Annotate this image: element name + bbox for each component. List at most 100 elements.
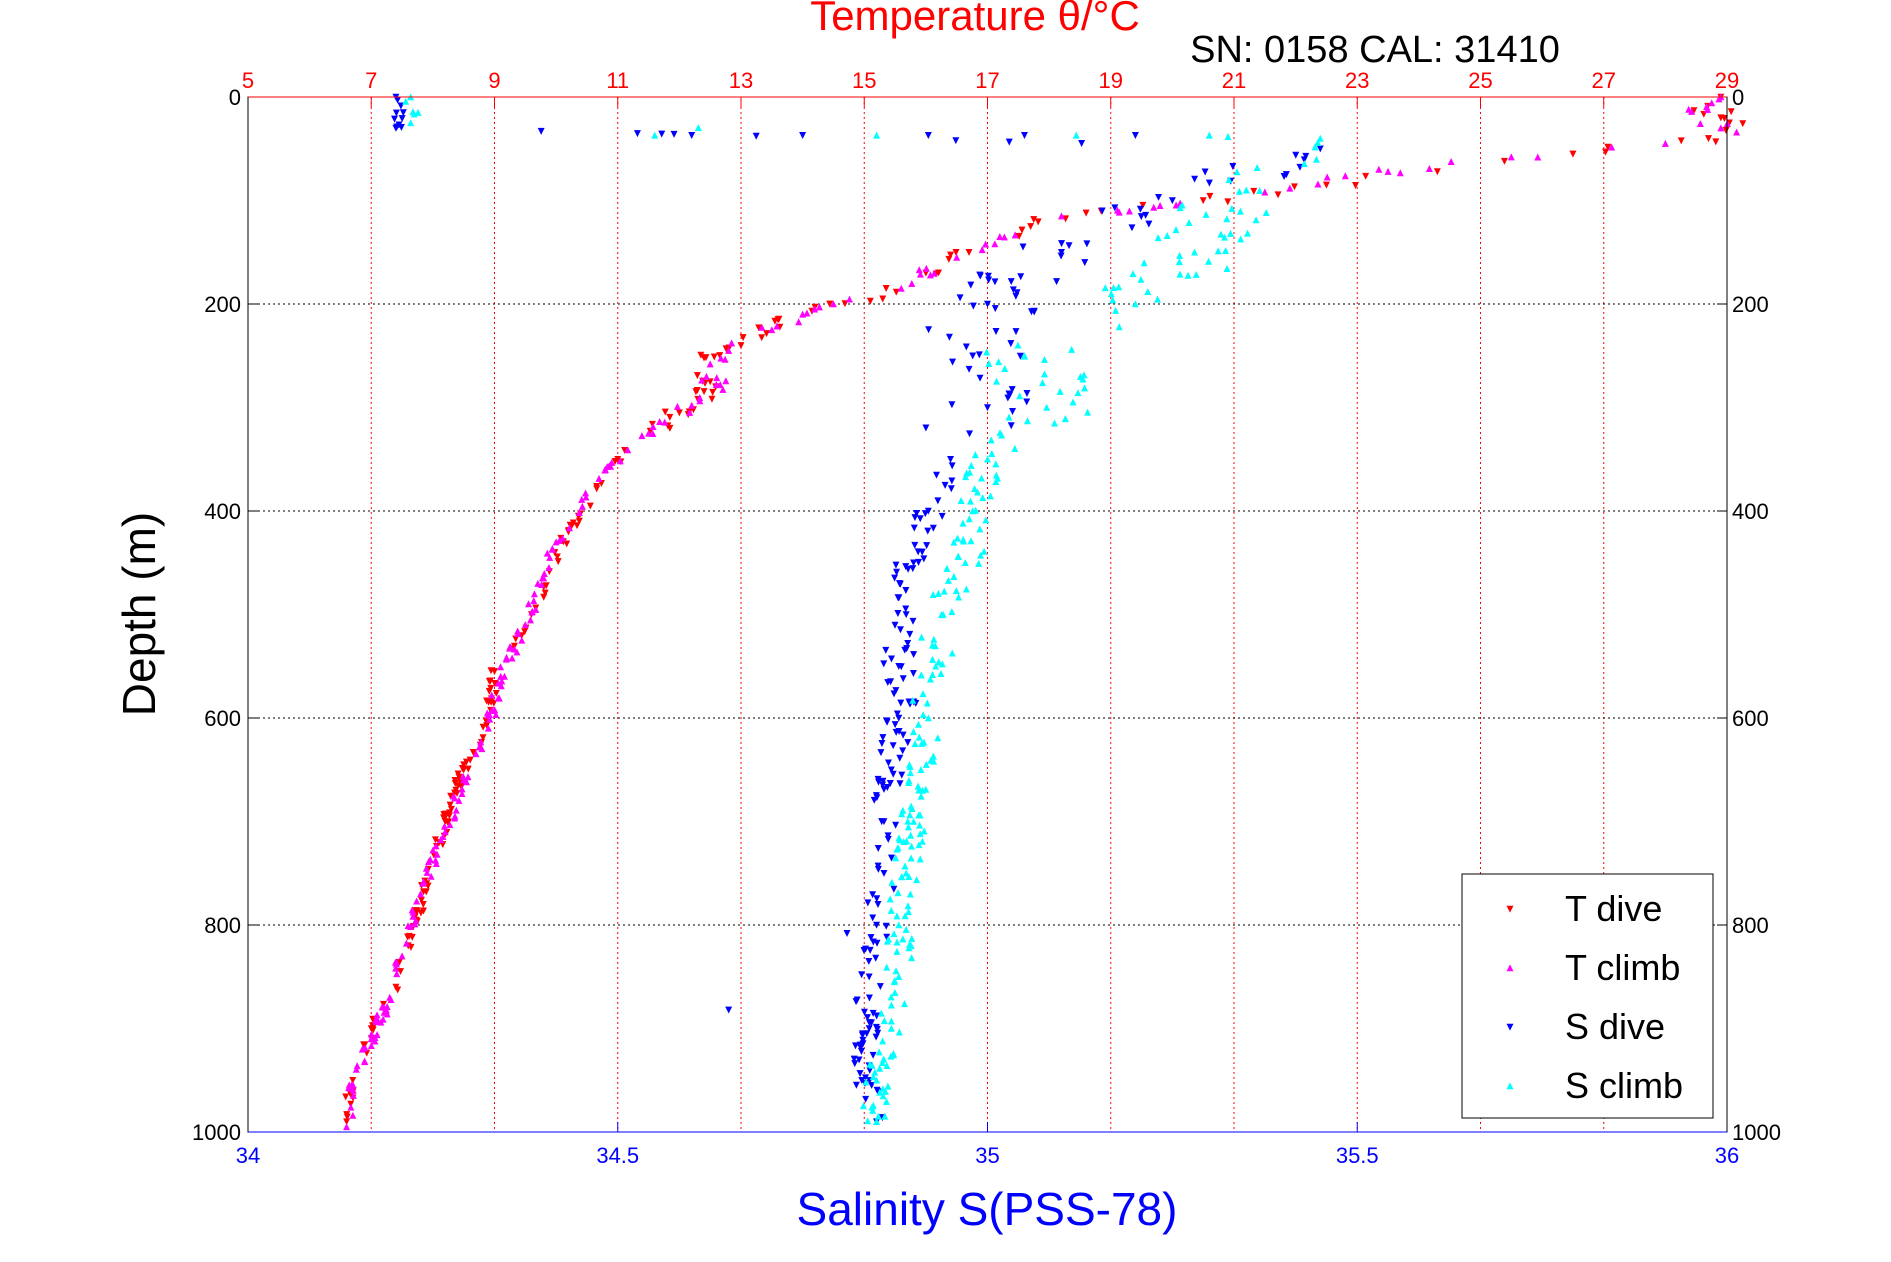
data-point (872, 1023, 880, 1031)
data-point (902, 925, 910, 933)
data-point (993, 377, 1001, 385)
data-point (922, 264, 930, 272)
data-point (1185, 219, 1193, 227)
data-point (904, 823, 912, 831)
data-point (616, 457, 624, 465)
data-point (904, 739, 912, 747)
data-point (934, 589, 942, 597)
data-point (1057, 248, 1065, 256)
data-point (1150, 203, 1158, 211)
data-point (1311, 143, 1319, 151)
data-point (856, 1041, 864, 1049)
data-point (768, 326, 776, 334)
data-point (967, 281, 975, 289)
legend-marker (1506, 1082, 1514, 1090)
data-point (917, 671, 925, 679)
data-point (1715, 95, 1723, 103)
data-point (377, 1018, 385, 1026)
data-point (887, 1052, 895, 1060)
data-point (941, 481, 949, 489)
data-point (878, 818, 886, 826)
data-point (702, 372, 710, 380)
data-point (728, 339, 736, 347)
data-point (975, 351, 983, 359)
data-point (1202, 210, 1210, 218)
legend-marker (1506, 905, 1514, 913)
data-point (387, 995, 395, 1003)
data-point (907, 854, 915, 862)
data-point (971, 485, 979, 493)
data-point (959, 519, 967, 527)
data-point (883, 717, 891, 725)
data-point (1569, 150, 1577, 158)
data-point (924, 527, 932, 535)
data-point (1235, 187, 1243, 195)
data-point (1078, 140, 1086, 147)
data-point (611, 458, 619, 465)
data-point (658, 130, 666, 138)
data-point (882, 646, 890, 654)
data-point (892, 288, 900, 296)
data-point (919, 690, 927, 698)
data-point (908, 954, 916, 962)
data-point (479, 723, 487, 731)
data-point (719, 385, 727, 393)
y-axis-label: Depth (m) (113, 512, 165, 716)
data-point (373, 1011, 381, 1019)
data-point (957, 497, 965, 504)
data-point (1057, 212, 1065, 220)
data-point (1227, 229, 1235, 237)
data-point (1131, 300, 1139, 308)
data-point (464, 765, 472, 773)
data-point (518, 636, 526, 644)
data-point (1696, 120, 1704, 127)
data-point (1140, 259, 1148, 267)
data-point (949, 358, 957, 366)
data-point (1068, 345, 1076, 353)
data-point (919, 711, 927, 719)
data-point (874, 845, 882, 853)
data-point (458, 790, 466, 798)
data-point (1139, 201, 1147, 209)
data-point (888, 655, 895, 663)
data-point (895, 921, 903, 929)
data-point (486, 715, 494, 723)
data-point (431, 836, 439, 844)
data-point (937, 669, 945, 677)
data-point (1256, 187, 1264, 195)
data-point (573, 522, 581, 530)
data-point (419, 879, 427, 887)
data-point (432, 842, 440, 850)
data-point (1237, 235, 1245, 243)
data-point (479, 734, 487, 742)
data-point (367, 1042, 375, 1050)
data-point (1019, 243, 1027, 251)
data-point (1041, 370, 1049, 378)
data-point (543, 549, 551, 557)
data-point (901, 912, 909, 920)
data-point (427, 872, 435, 880)
data-point (886, 779, 894, 787)
data-point (578, 502, 586, 510)
data-point (1057, 252, 1065, 260)
data-point (899, 806, 907, 814)
data-point (624, 446, 632, 454)
data-point (352, 1065, 360, 1073)
data-point (666, 413, 674, 421)
data-point (1001, 364, 1009, 372)
data-point (918, 837, 926, 845)
data-point (1608, 143, 1616, 151)
data-point (896, 626, 904, 634)
data-point (343, 1123, 351, 1131)
data-point (648, 420, 656, 428)
data-point (507, 644, 515, 651)
data-point (1705, 135, 1712, 143)
data-point (349, 1091, 357, 1099)
data-point (392, 964, 400, 972)
data-point (992, 460, 1000, 468)
data-point (978, 246, 986, 254)
data-point (1109, 296, 1117, 304)
data-point (879, 777, 887, 785)
data-point (905, 776, 913, 784)
data-point (1236, 207, 1244, 215)
